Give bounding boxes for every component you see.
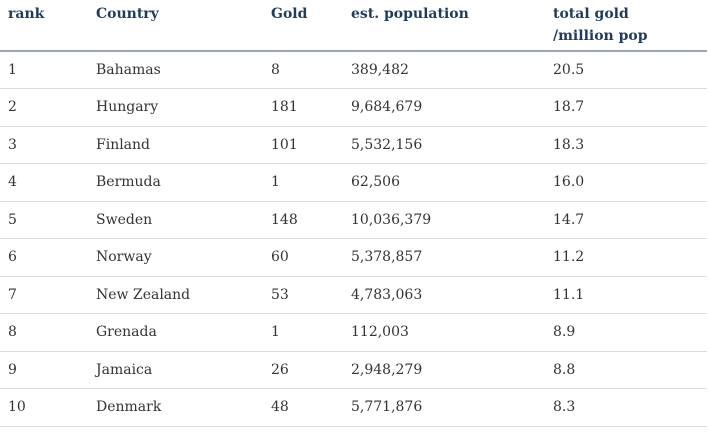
cell-rank: 9 [0,351,88,389]
table-row: 2 Hungary 181 9,684,679 18.7 [0,88,707,127]
cell-gold: 60 [263,238,343,277]
cell-rank: 1 [0,51,88,89]
header-gold-per-million: total gold /million pop [545,0,707,52]
cell-gold-per-million: 8.3 [545,388,707,427]
cell-gold-per-million: 11.2 [545,238,707,277]
cell-gold: 26 [263,351,343,389]
header-rank: rank [0,0,88,52]
cell-population: 5,378,857 [343,238,545,277]
table-row: 10 Denmark 48 5,771,876 8.3 [0,388,707,427]
cell-country: Denmark [88,388,263,427]
cell-rank: 5 [0,201,88,239]
cell-gold-per-million: 8.8 [545,351,707,389]
table-row: 1 Bahamas 8 389,482 20.5 [0,51,707,89]
header-row: rank Country Gold est. population total … [0,0,707,52]
table-body: 1 Bahamas 8 389,482 20.5 2 Hungary 181 9,684,679… [0,51,707,427]
cell-population: 4,783,063 [343,276,545,314]
cell-gold: 1 [263,313,343,352]
cell-country: New Zealand [88,276,263,314]
header-gold: Gold [263,0,343,52]
cell-population: 389,482 [343,51,545,89]
cell-rank: 2 [0,88,88,127]
cell-population: 112,003 [343,313,545,352]
table-row: 8 Grenada 1 112,003 8.9 [0,313,707,352]
cell-gold: 1 [263,163,343,202]
table-row: 3 Finland 101 5,532,156 18.3 [0,126,707,164]
cell-country: Jamaica [88,351,263,389]
cell-country: Grenada [88,313,263,352]
table-row: 7 New Zealand 53 4,783,063 11.1 [0,276,707,314]
header-population: est. population [343,0,545,52]
gold-per-capita-table-container: rank Country Gold est. population total … [0,0,707,427]
table-row: 5 Sweden 148 10,036,379 14.7 [0,201,707,239]
cell-population: 9,684,679 [343,88,545,127]
header-gold-per-million-line1: total gold [553,6,629,22]
cell-rank: 10 [0,388,88,427]
header-country: Country [88,0,263,52]
cell-gold: 101 [263,126,343,164]
cell-country: Hungary [88,88,263,127]
cell-gold-per-million: 8.9 [545,313,707,352]
cell-gold-per-million: 11.1 [545,276,707,314]
gold-per-capita-table: rank Country Gold est. population total … [0,0,707,427]
cell-rank: 4 [0,163,88,202]
table-row: 4 Bermuda 1 62,506 16.0 [0,163,707,202]
cell-country: Sweden [88,201,263,239]
cell-gold: 48 [263,388,343,427]
cell-country: Bahamas [88,51,263,89]
cell-rank: 6 [0,238,88,277]
cell-gold: 181 [263,88,343,127]
table-row: 6 Norway 60 5,378,857 11.2 [0,238,707,277]
cell-gold-per-million: 18.7 [545,88,707,127]
cell-gold: 8 [263,51,343,89]
cell-country: Bermuda [88,163,263,202]
cell-country: Norway [88,238,263,277]
cell-population: 5,532,156 [343,126,545,164]
cell-rank: 3 [0,126,88,164]
cell-gold-per-million: 14.7 [545,201,707,239]
cell-population: 2,948,279 [343,351,545,389]
cell-gold: 53 [263,276,343,314]
cell-gold-per-million: 16.0 [545,163,707,202]
table-row: 9 Jamaica 26 2,948,279 8.8 [0,351,707,389]
cell-rank: 8 [0,313,88,352]
table-header: rank Country Gold est. population total … [0,0,707,52]
cell-country: Finland [88,126,263,164]
cell-gold-per-million: 20.5 [545,51,707,89]
cell-population: 10,036,379 [343,201,545,239]
cell-population: 62,506 [343,163,545,202]
cell-population: 5,771,876 [343,388,545,427]
cell-gold: 148 [263,201,343,239]
cell-rank: 7 [0,276,88,314]
cell-gold-per-million: 18.3 [545,126,707,164]
header-gold-per-million-line2: /million pop [553,28,648,44]
